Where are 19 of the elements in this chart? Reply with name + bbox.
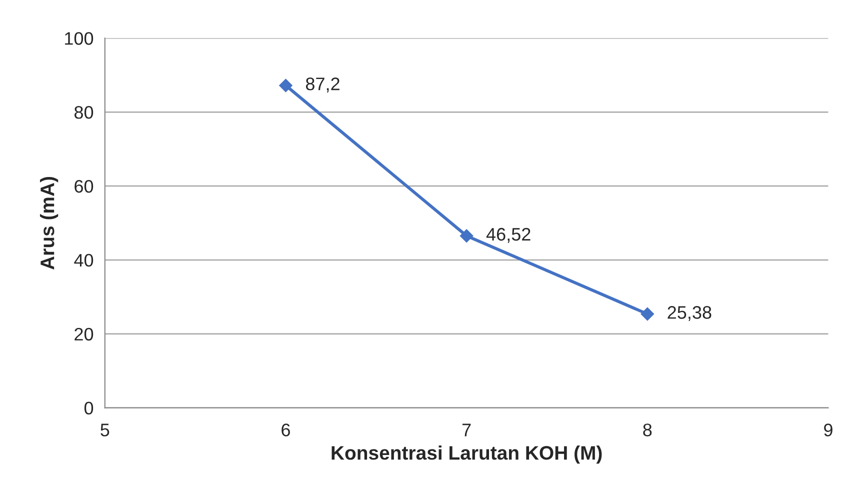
y-tick-label: 100	[65, 32, 94, 45]
data-label: 87,2	[306, 78, 340, 92]
x-axis-title: Konsentrasi Larutan KOH (M)	[332, 445, 602, 464]
point	[279, 78, 292, 92]
y-tick-label: 80	[74, 106, 94, 119]
data-label: 46,52	[486, 228, 530, 243]
x-tick-label: 6	[282, 424, 290, 436]
point	[460, 229, 474, 242]
y-tick-label: 40	[74, 254, 94, 267]
x-tick-label: 5	[100, 424, 110, 436]
y-tick-label: 20	[74, 328, 94, 341]
x-tick-label: 9	[824, 424, 832, 436]
y-axis-title: Arus (mA)	[40, 176, 58, 270]
y-tick-label: 0	[84, 402, 94, 415]
point	[640, 307, 654, 321]
y-tick-label: 60	[74, 180, 94, 193]
x-tick-label: 7	[462, 424, 471, 436]
x-tick-label: 8	[643, 424, 652, 436]
data-label: 25,38	[668, 306, 712, 321]
